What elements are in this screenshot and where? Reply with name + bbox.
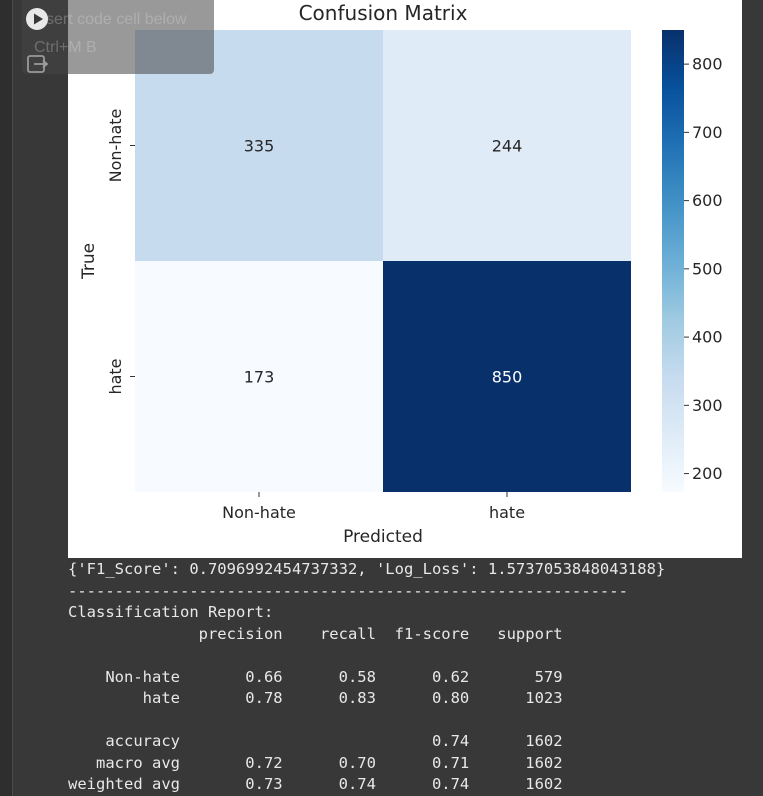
report-row-hate: hate 0.78 0.83 0.80 1023: [68, 689, 563, 707]
cell-value-label: 244: [492, 137, 523, 156]
cell-value-label: 335: [244, 137, 275, 156]
x-tick-label: Non-hate: [222, 503, 296, 522]
report-row-macro-avg: macro avg 0.72 0.70 0.71 1602: [68, 753, 563, 772]
y-tick-label: Non-hate: [106, 109, 125, 183]
play-circle-icon: [34, 13, 43, 25]
run-cell-button[interactable]: [26, 8, 48, 30]
y-axis-label: True: [79, 243, 99, 280]
output-toolbar: [22, 0, 214, 74]
cell-value-label: 850: [492, 368, 523, 387]
blank-line: [68, 710, 665, 732]
metrics-line: {'F1_Score': 0.7096992454737332, 'Log_Lo…: [68, 560, 666, 578]
colorbar-tick-label: 200: [692, 464, 723, 483]
report-row-nonhate: Non-hate 0.66 0.58 0.62 579: [68, 667, 563, 686]
cell-gutter: [0, 0, 12, 796]
insert-code-cell-tooltip[interactable]: sert code cell below: [46, 11, 187, 28]
output-redirect-icon[interactable]: [25, 52, 49, 76]
colorbar-tick-label: 500: [692, 259, 723, 278]
colorbar-tick-label: 400: [692, 328, 723, 347]
report-row-accuracy: accuracy 0.74 1602: [68, 732, 563, 750]
heatmap-cell: [383, 30, 631, 261]
colorbar-tick-label: 300: [692, 396, 723, 415]
colorbar-tick-label: 700: [692, 123, 723, 142]
report-row-weighted-avg: weighted avg 0.73 0.74 0.74 1602: [68, 775, 563, 793]
y-tick-label: hate: [106, 358, 125, 394]
colorbar: [662, 30, 684, 492]
blank-line: [68, 645, 665, 667]
gutter-divider: [12, 0, 13, 796]
cell-value-label: 173: [244, 368, 275, 387]
shortcut-tooltip: Ctrl+M B: [34, 39, 97, 56]
cell-text-output: {'F1_Score': 0.7096992454737332, 'Log_Lo…: [68, 559, 665, 796]
x-axis-label: Predicted: [343, 527, 423, 547]
heatmap-cell: [383, 261, 631, 492]
report-title: Classification Report:: [68, 603, 274, 621]
heatmap-cell: [135, 261, 383, 492]
chart-title: Confusion Matrix: [299, 1, 468, 25]
separator-line: ----------------------------------------…: [68, 581, 628, 600]
x-tick-label: hate: [489, 503, 525, 522]
report-header: precision recall f1-score support: [68, 624, 563, 643]
colorbar-tick-label: 800: [692, 55, 723, 74]
confusion-matrix-figure: 335 244 173 850 Non-hate hate Non-hate hate Pred…: [68, 0, 742, 558]
confusion-matrix-chart: 335 244 173 850 Non-hate hate Non-hate hate Pred…: [79, 1, 723, 547]
colorbar-tick-label: 600: [692, 191, 723, 210]
